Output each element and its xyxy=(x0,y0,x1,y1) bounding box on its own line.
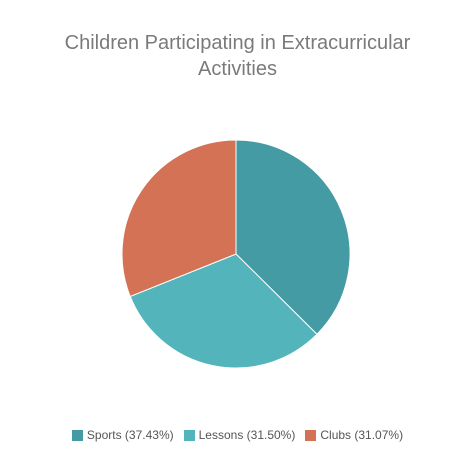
chart-title-line-2: Activities xyxy=(198,58,277,80)
legend-swatch-sports xyxy=(71,429,83,441)
legend: Sports (37.43%) Lessons (31.50%) Clubs (… xyxy=(0,428,475,442)
pie-slice-lessons[interactable] xyxy=(129,253,318,369)
legend-swatch-lessons xyxy=(183,429,195,441)
legend-item-sports[interactable]: Sports (37.43%) xyxy=(71,428,174,442)
legend-swatch-clubs xyxy=(305,429,317,441)
legend-item-clubs[interactable]: Clubs (31.07%) xyxy=(305,428,403,442)
pie-slice-clubs[interactable] xyxy=(121,139,237,298)
pie-slices xyxy=(121,139,351,369)
legend-label-sports: Sports (37.43%) xyxy=(86,428,174,442)
legend-item-lessons[interactable]: Lessons (31.50%) xyxy=(183,428,296,442)
legend-label-lessons: Lessons (31.50%) xyxy=(198,428,296,442)
pie-slice-sports[interactable] xyxy=(235,139,351,335)
chart-title: Children Participating in Extracurricula… xyxy=(0,30,475,82)
chart-title-line-1: Children Participating in Extracurricula… xyxy=(64,32,411,54)
legend-label-clubs: Clubs (31.07%) xyxy=(320,428,404,442)
